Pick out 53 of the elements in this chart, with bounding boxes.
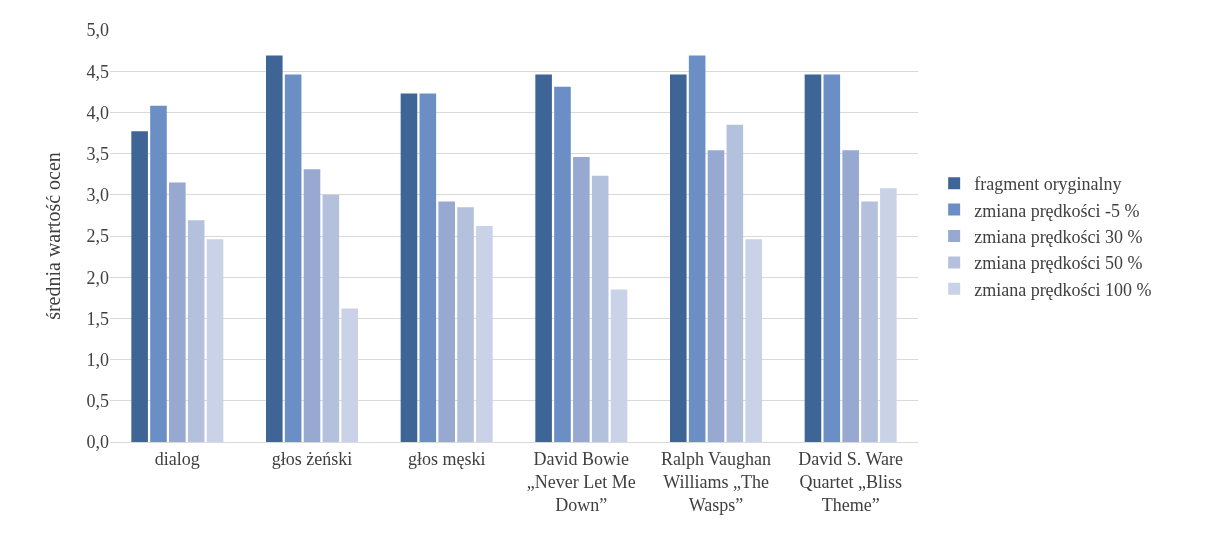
bar — [726, 124, 744, 442]
bar — [670, 74, 687, 442]
bar — [804, 74, 822, 442]
y-tick-label: 0,0 — [86, 432, 109, 453]
y-tick-label: 3,0 — [86, 185, 109, 206]
y-tick-label: 2,0 — [86, 267, 109, 288]
y-tick-label: 5,0 — [86, 20, 109, 41]
y-tick-label: 1,5 — [86, 308, 109, 329]
y-tick-label: 4,5 — [86, 61, 109, 82]
bar — [573, 156, 590, 442]
bar — [341, 308, 358, 442]
bar — [438, 201, 455, 442]
y-tick-label: 4,0 — [86, 102, 109, 123]
bar — [322, 194, 340, 442]
legend-label: zmiana prędkości 100 % — [974, 279, 1152, 300]
bar — [745, 239, 762, 442]
y-tick-label: 0,5 — [86, 391, 109, 412]
x-tick-label: głos męski — [407, 448, 486, 469]
bar — [266, 55, 283, 442]
legend-label: zmiana prędkości 50 % — [974, 253, 1143, 274]
bar — [131, 131, 148, 442]
bar — [591, 175, 609, 442]
bar — [150, 105, 167, 442]
y-axis-title: średnia wartość ocen — [42, 152, 64, 320]
legend-label: zmiana prędkości -5 % — [974, 200, 1140, 221]
bar — [169, 182, 186, 442]
x-tick-label: David S. Ware Quartet „Bliss Theme” — [798, 448, 904, 516]
bar — [284, 74, 302, 442]
bar — [707, 150, 725, 442]
x-tick-label: David Bowie „Never Let Me Down” — [526, 448, 636, 516]
x-tick-label: dialog — [154, 448, 200, 469]
y-tick-label: 1,0 — [86, 349, 109, 370]
bar — [476, 226, 493, 442]
bar — [535, 74, 552, 442]
bar — [419, 93, 437, 442]
y-tick-label: 2,5 — [86, 226, 109, 247]
bar — [823, 74, 841, 442]
bar — [187, 220, 205, 442]
bar — [610, 289, 628, 442]
bar — [303, 169, 321, 442]
bar — [861, 201, 878, 442]
x-tick-label: Ralph Vaughan Williams „The Wasps” — [660, 448, 772, 516]
bar — [400, 93, 418, 442]
legend-label: fragment oryginalny — [974, 174, 1122, 195]
bar — [880, 188, 897, 442]
bar — [554, 86, 571, 442]
bar — [842, 150, 859, 442]
bar — [457, 207, 474, 442]
y-tick-label: 3,5 — [86, 143, 109, 164]
bar — [688, 55, 706, 442]
x-tick-label: głos żeński — [271, 448, 353, 469]
legend-label: zmiana prędkości 30 % — [974, 227, 1143, 248]
bar — [206, 239, 224, 442]
